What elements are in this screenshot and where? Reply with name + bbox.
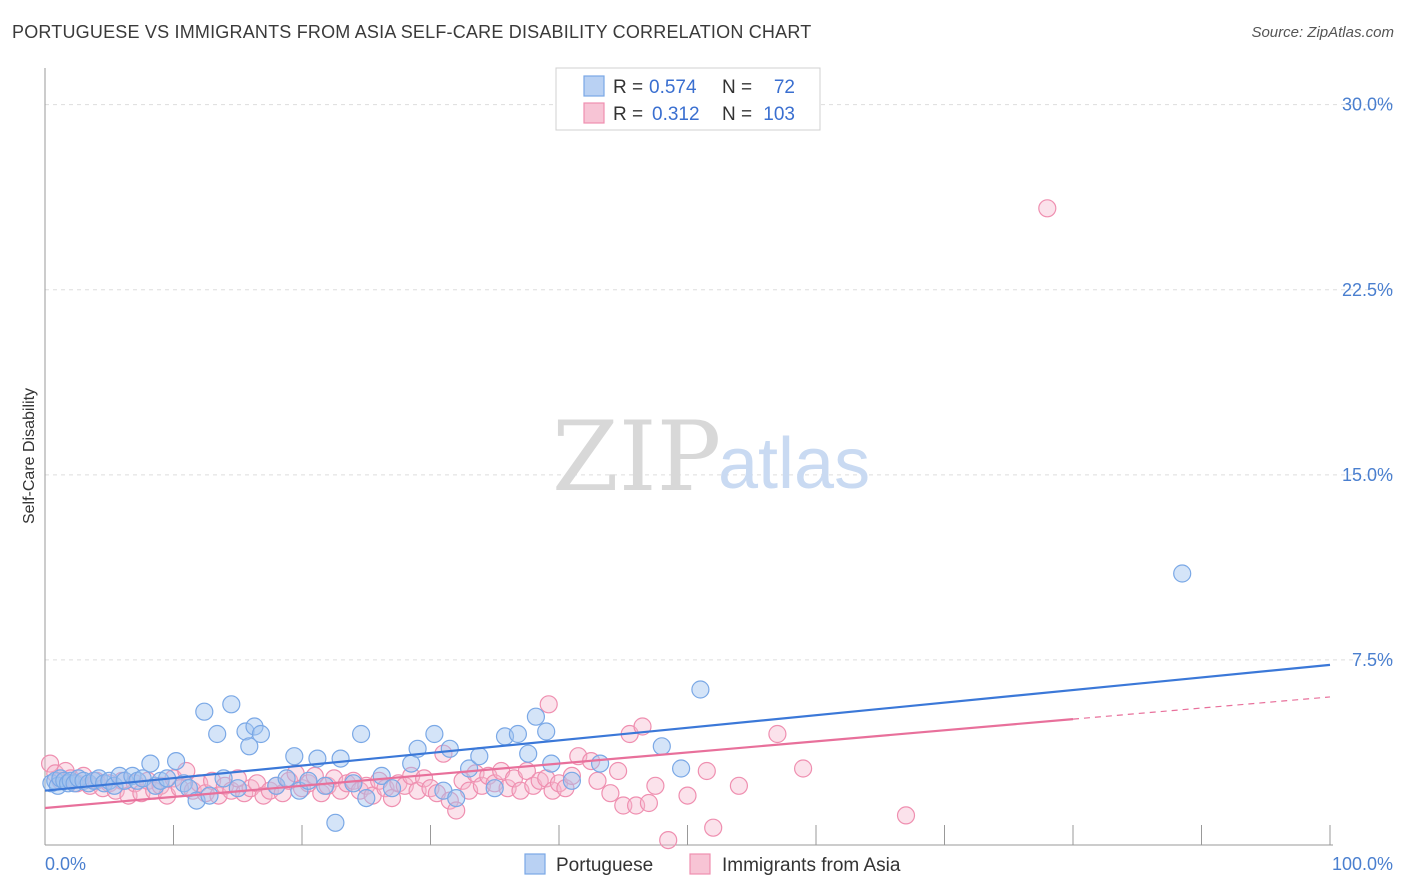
legend-r-label-2: R =: [613, 104, 643, 125]
asia-trend-line-extension: [1072, 696, 1331, 720]
asia-point-94: [659, 830, 678, 850]
asia-point-101: [896, 806, 916, 825]
portuguese-trend-line: [44, 663, 1331, 792]
portuguese-point-55: [425, 724, 444, 744]
portuguese-point-63: [508, 724, 528, 744]
portuguese-point-49: [352, 724, 371, 744]
legend-r-value-asia: 0.312: [652, 104, 700, 125]
data-points: [40, 199, 1192, 850]
asia-trend-line: [44, 718, 1074, 810]
legend-swatch-portuguese: [583, 75, 605, 97]
portuguese-point-71: [671, 759, 691, 778]
bottom-legend: Portuguese Immigrants from Asia: [524, 853, 901, 876]
asia-point-82: [562, 766, 582, 786]
asia-point-92: [639, 793, 659, 813]
chart-title: PORTUGUESE VS IMMIGRANTS FROM ASIA SELF-…: [12, 22, 812, 42]
asia-point-103: [1038, 199, 1057, 218]
portuguese-point-69: [590, 754, 610, 773]
x-tick-marks: [44, 825, 1331, 845]
portuguese-point-66: [537, 722, 556, 741]
portuguese-point-47: [331, 749, 350, 768]
portuguese-point-72: [691, 680, 710, 699]
legend-n-label-1: N =: [722, 77, 752, 98]
y-tick-label-3: 30.0%: [1342, 95, 1393, 115]
legend-n-value-asia: 103: [763, 104, 795, 125]
portuguese-point-29: [195, 702, 214, 721]
portuguese-point-26: [174, 774, 193, 793]
source-label: Source: ZipAtlas.com: [1251, 24, 1394, 41]
bottom-legend-swatch-asia: [689, 853, 711, 875]
bottom-legend-label-portuguese: Portuguese: [556, 855, 653, 876]
gridlines: [45, 104, 1393, 661]
portuguese-point-73: [1173, 564, 1192, 583]
asia-point-99: [768, 724, 787, 744]
asia-point-64: [447, 801, 466, 820]
portuguese-point-48: [344, 774, 363, 793]
portuguese-point-57: [440, 739, 459, 758]
portuguese-point-21: [141, 754, 160, 773]
portuguese-point-39: [267, 776, 286, 795]
asia-point-93: [646, 776, 665, 795]
y-tick-label-2: 22.5%: [1342, 280, 1393, 300]
y-tick-labels: 7.5% 15.0% 22.5% 30.0%: [1342, 95, 1393, 670]
watermark-atlas: atlas: [718, 424, 870, 504]
y-axis-label: Self-Care Disability: [21, 388, 38, 524]
axes: [44, 68, 1333, 846]
y-tick-label-1: 15.0%: [1342, 465, 1393, 485]
portuguese-point-64: [519, 744, 538, 763]
watermark-zip: ZIP: [552, 401, 721, 513]
portuguese-point-35: [236, 722, 255, 741]
portuguese-point-65: [526, 707, 546, 726]
x-tick-label-max: 100.0%: [1332, 854, 1393, 874]
legend-n-label-2: N =: [722, 104, 752, 125]
portuguese-point-36: [240, 737, 259, 756]
asia-point-88: [614, 796, 633, 815]
y-tick-label-0: 7.5%: [1352, 650, 1393, 670]
x-tick-label-min: 0.0%: [45, 854, 86, 874]
asia-point-102: [539, 695, 558, 714]
portuguese-point-34: [228, 779, 247, 798]
asia-point-97: [704, 818, 723, 837]
portuguese-point-30: [200, 786, 219, 805]
portuguese-point-37: [245, 717, 264, 736]
asia-point-0: [40, 754, 60, 773]
legend-r-value-portuguese: 0.574: [649, 77, 697, 98]
portuguese-point-40: [277, 769, 296, 788]
legend-swatch-asia: [583, 102, 605, 124]
bottom-legend-label-asia: Immigrants from Asia: [722, 855, 901, 876]
portuguese-point-45: [316, 776, 335, 795]
legend-box: R = 0.574 N = 72 R = 0.312 N = 103: [555, 67, 821, 131]
portuguese-point-52: [382, 779, 402, 798]
trend-lines: [44, 663, 1331, 810]
portuguese-point-61: [485, 779, 504, 798]
legend-n-value-portuguese: 72: [774, 77, 795, 98]
asia-point-86: [601, 784, 620, 803]
portuguese-point-70: [652, 737, 671, 756]
portuguese-point-41: [285, 747, 304, 766]
portuguese-point-50: [357, 788, 376, 808]
portuguese-point-25: [167, 751, 186, 771]
portuguese-point-46: [326, 813, 345, 832]
asia-point-95: [678, 786, 697, 805]
asia-point-98: [729, 776, 749, 795]
bottom-legend-swatch-portuguese: [524, 853, 546, 875]
legend-r-label-1: R =: [613, 77, 643, 98]
portuguese-point-38: [251, 724, 270, 744]
portuguese-point-58: [447, 788, 466, 808]
portuguese-point-68: [562, 771, 582, 790]
portuguese-point-31: [208, 724, 227, 744]
asia-point-96: [697, 761, 716, 781]
asia-point-85: [588, 771, 607, 790]
asia-point-87: [608, 761, 628, 781]
portuguese-point-60: [470, 747, 489, 766]
portuguese-point-33: [222, 695, 241, 714]
asia-point-100: [793, 759, 813, 778]
